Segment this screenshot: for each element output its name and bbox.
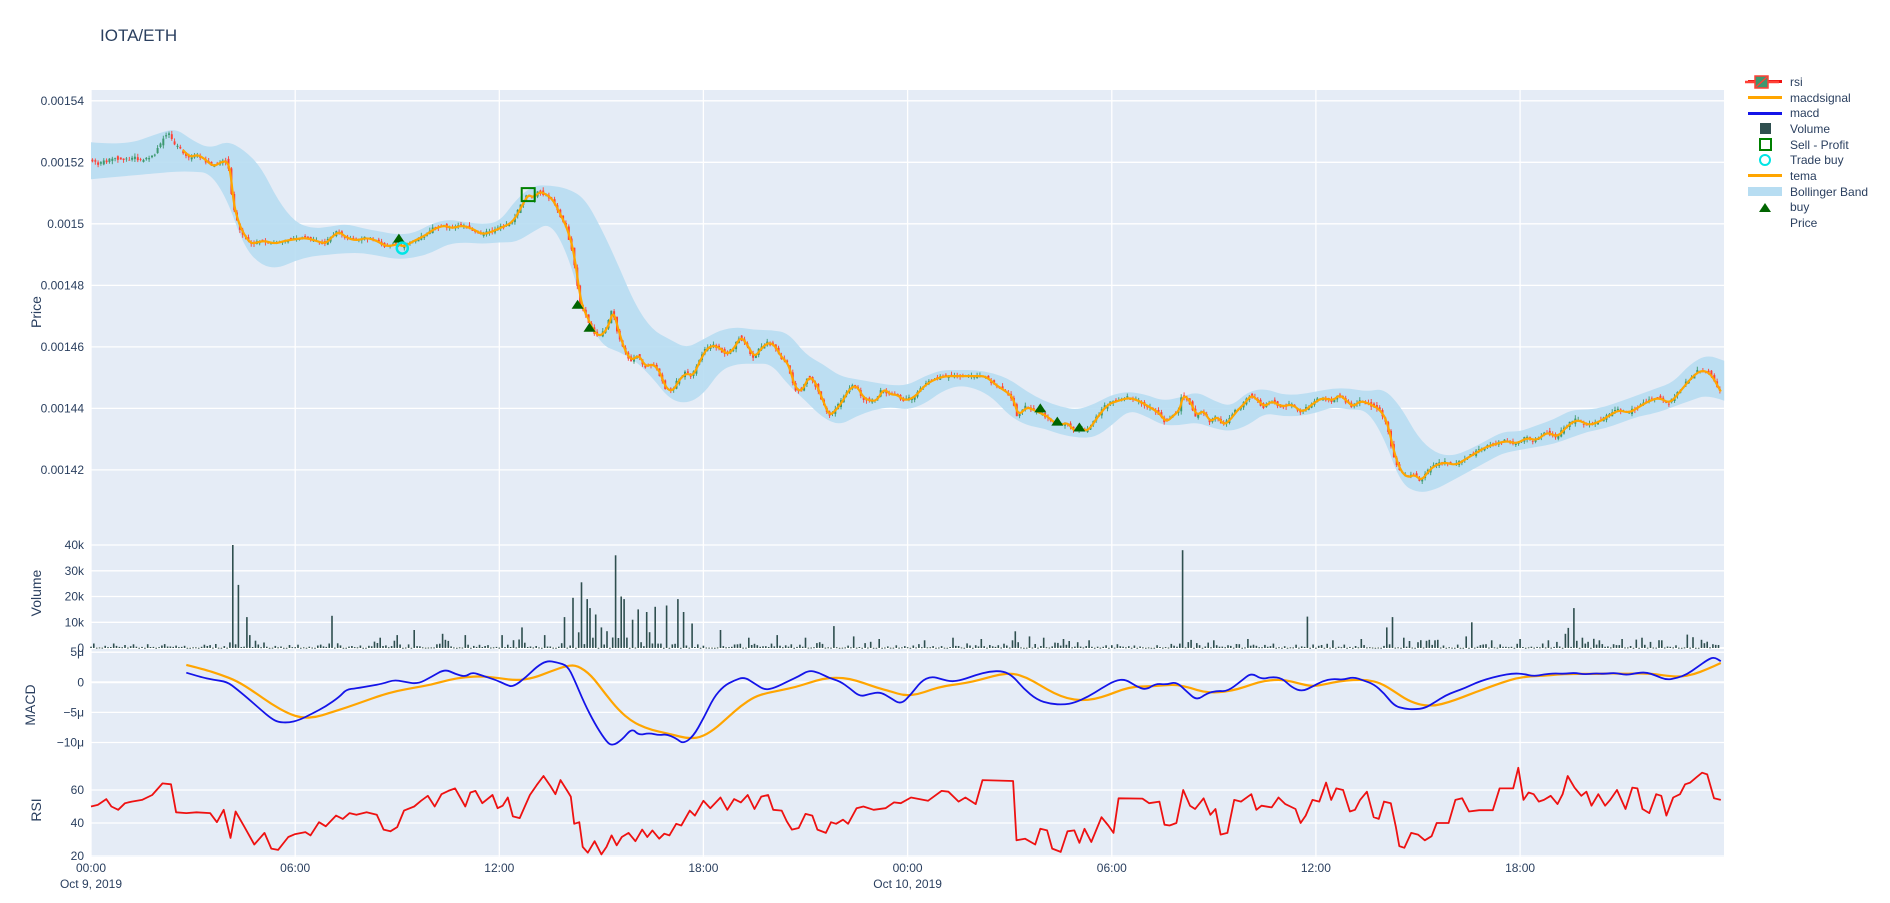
volume-tick-label: 20k	[65, 590, 85, 604]
rsi-tick-label: 60	[71, 783, 85, 797]
macd-axis-title: MACD	[22, 684, 38, 726]
macdsignal-line-icon	[1745, 96, 1785, 100]
sell-profit-marker[interactable]	[520, 187, 536, 203]
volume-bars	[90, 545, 1720, 649]
price-tick-label: 0.00154	[41, 94, 85, 108]
legend-item-macdsignal[interactable]: macdsignal	[1745, 90, 1868, 106]
x-tick-label: 06:00	[280, 861, 310, 875]
buy-marker[interactable]	[1073, 422, 1086, 432]
x-date-label: Oct 10, 2019	[873, 877, 942, 891]
legend-item-buy[interactable]: buy	[1745, 200, 1868, 216]
legend-label: Bollinger Band	[1790, 184, 1869, 199]
volume-tick-label: 30k	[65, 564, 85, 578]
price-tick-label: 0.00144	[41, 401, 85, 415]
macd-line	[186, 656, 1722, 746]
x-tick-label: 18:00	[1505, 861, 1535, 875]
price-tick-label: 0.00148	[41, 278, 85, 292]
macd-tick-label: 0	[77, 675, 84, 689]
price-tick-label: 0.0015	[47, 217, 84, 231]
price-tick-label: 0.00152	[41, 155, 85, 169]
legend-label: macd	[1790, 106, 1820, 121]
rsi-line	[90, 766, 1722, 856]
volume-tick-label: 0	[77, 641, 84, 655]
buy-marker[interactable]	[571, 299, 584, 309]
macd-tick-label: −10μ	[57, 736, 84, 750]
legend-item-tema[interactable]: tema	[1745, 168, 1868, 184]
legend-label: rsi	[1790, 74, 1803, 89]
volume-axis-title: Volume	[28, 569, 44, 617]
trade-buy-marker[interactable]	[395, 241, 410, 255]
buy-triangle-icon	[1745, 202, 1785, 212]
x-tick-label: 00:00	[76, 861, 106, 875]
macd-tick-label: −5μ	[63, 705, 84, 719]
rsi-tick-label: 40	[71, 816, 85, 830]
trade-markers	[392, 187, 1086, 432]
legend-label: Price	[1790, 216, 1818, 231]
x-tick-label: 06:00	[1097, 861, 1127, 875]
volume-tick-label: 40k	[65, 538, 85, 552]
volume-tick-label: 10k	[65, 615, 85, 629]
trade-buy-circle-icon	[1745, 154, 1785, 167]
x-tick-label: 18:00	[688, 861, 718, 875]
price-tick-label: 0.00142	[41, 463, 85, 477]
x-tick-label: 12:00	[1301, 861, 1331, 875]
macd-tick-label: 5μ	[70, 645, 84, 659]
buy-marker[interactable]	[1034, 403, 1047, 413]
legend-item-price[interactable]: Price	[1745, 75, 1868, 231]
legend-item-volume[interactable]: Volume	[1745, 121, 1868, 137]
legend-label: tema	[1790, 168, 1817, 183]
volume-square-icon	[1745, 123, 1785, 135]
tema-line	[182, 149, 1722, 480]
rsi-axis-title: RSI	[28, 798, 44, 822]
rsi-tick-label: 20	[71, 849, 85, 863]
x-date-label: Oct 9, 2019	[60, 877, 122, 891]
macd-line-icon	[1745, 111, 1785, 115]
chart-title: IOTA/ETH	[100, 26, 178, 45]
legend-label: Volume	[1790, 121, 1831, 136]
legend-label: buy	[1790, 200, 1810, 215]
buy-marker[interactable]	[392, 233, 405, 243]
sell-profit-square-icon	[1745, 138, 1785, 152]
legend-label: Sell - Profit	[1790, 137, 1849, 152]
legend-item-trade-buy[interactable]: Trade buy	[1745, 152, 1868, 168]
legend: rsi macdsignal macd Volume Sell - Profit…	[1745, 74, 1868, 231]
legend-item-bollinger[interactable]: Bollinger Band	[1745, 184, 1868, 200]
bollinger-band-icon	[1745, 187, 1785, 197]
legend-label: Trade buy	[1790, 153, 1844, 168]
legend-item-macd[interactable]: macd	[1745, 105, 1868, 121]
tema-line-icon	[1745, 174, 1785, 178]
buy-marker[interactable]	[1051, 416, 1064, 426]
x-tick-label: 00:00	[893, 861, 923, 875]
x-tick-label: 12:00	[484, 861, 514, 875]
legend-label: macdsignal	[1790, 90, 1851, 105]
price-axis-title: Price	[28, 296, 44, 328]
price-tick-label: 0.00146	[41, 340, 85, 354]
buy-marker[interactable]	[583, 322, 596, 332]
legend-item-sell-profit[interactable]: Sell - Profit	[1745, 137, 1868, 153]
